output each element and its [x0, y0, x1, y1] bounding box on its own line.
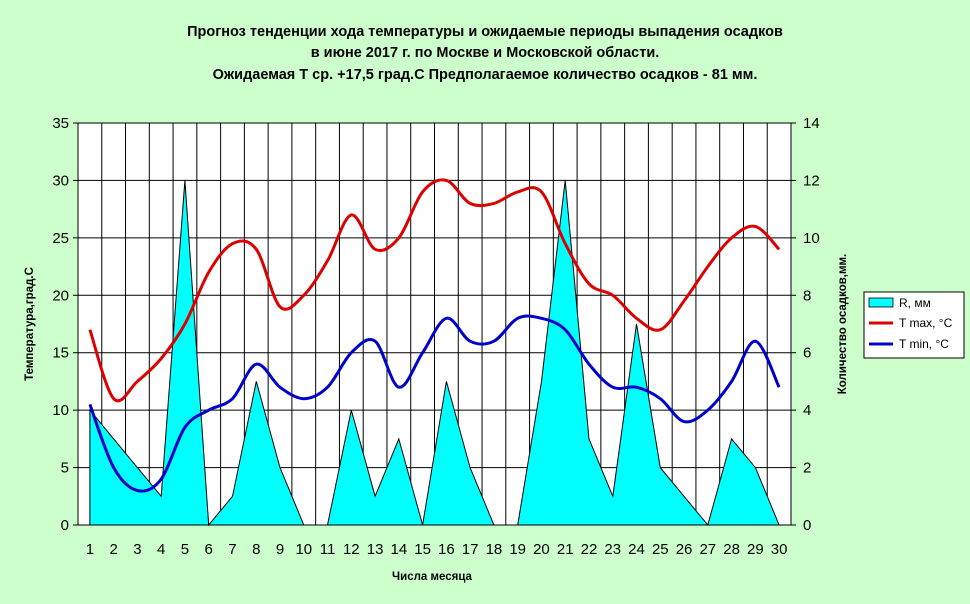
y-right-tick-label: 0: [803, 517, 811, 534]
legend-label-r: R, мм: [899, 296, 931, 310]
y-right-tick-label: 8: [803, 287, 811, 304]
x-tick-label: 27: [699, 541, 716, 558]
x-tick-label: 28: [723, 541, 740, 558]
x-tick-label: 14: [391, 541, 408, 558]
y-right-tick-label: 2: [803, 460, 811, 477]
y-right-tick-label: 12: [803, 172, 820, 189]
x-tick-label: 20: [533, 541, 550, 558]
x-tick-label: 26: [676, 541, 693, 558]
y-left-tick-label: 30: [52, 172, 69, 189]
x-tick-label: 21: [557, 541, 574, 558]
x-tick-label: 25: [652, 541, 669, 558]
x-tick-label: 23: [604, 541, 621, 558]
x-tick-label: 17: [462, 541, 479, 558]
x-tick-label: 7: [228, 541, 236, 558]
x-tick-label: 8: [252, 541, 260, 558]
x-tick-label: 10: [295, 541, 312, 558]
x-tick-label: 22: [581, 541, 598, 558]
plot-frame: [77, 122, 792, 526]
y-right-tick-label: 4: [803, 402, 811, 419]
precipitation-area-layer: [89, 180, 780, 527]
x-tick-label: 2: [109, 541, 117, 558]
chart-title-line-3: Ожидаемая Т ср. +17,5 град.С Предполагае…: [213, 67, 758, 83]
temperature-lines-layer: [88, 178, 781, 493]
x-tick-label: 3: [133, 541, 141, 558]
y-left-tick-label: 0: [61, 517, 69, 534]
x-tick-label: 16: [438, 541, 455, 558]
chart-title-line-2: в июне 2017 г. по Москве и Московской об…: [311, 45, 660, 61]
legend-label-tmin: T min, °C: [899, 337, 949, 351]
x-tick-label: 4: [157, 541, 165, 558]
x-tick-label: 5: [181, 541, 189, 558]
y-right-tick-label: 14: [803, 115, 820, 132]
y-axis-right-label: Количество осадков,мм.: [837, 254, 849, 394]
x-tick-label: 29: [747, 541, 764, 558]
x-tick-label: 6: [205, 541, 213, 558]
legend-label-tmax: T max, °C: [899, 316, 953, 330]
y-right-tick-label: 10: [803, 230, 820, 247]
x-tick-label: 15: [414, 541, 431, 558]
x-tick-label: 12: [343, 541, 360, 558]
y-left-tick-label: 35: [52, 115, 69, 132]
x-tick-label: 18: [486, 541, 503, 558]
y-left-tick-label: 25: [52, 230, 69, 247]
legend: R, мм T max, °C T min, °C: [863, 291, 965, 359]
x-tick-label: 19: [509, 541, 526, 558]
tmax-line: [88, 178, 781, 403]
x-tick-label: 11: [320, 541, 336, 558]
y-left-tick-label: 5: [61, 460, 69, 477]
y-right-tick-label: 6: [803, 345, 811, 362]
chart-title-line-1: Прогноз тенденции хода температуры и ожи…: [187, 24, 783, 40]
x-tick-label: 30: [771, 541, 788, 558]
legend-swatch-r: [868, 297, 894, 308]
x-axis-label: Числа месяца: [392, 571, 473, 583]
y-left-tick-label: 20: [52, 287, 69, 304]
x-tick-label: 24: [628, 541, 645, 558]
x-tick-label: 9: [276, 541, 284, 558]
y-axis-left-label: Температура,град.С: [24, 267, 36, 381]
tmin-line: [88, 314, 781, 493]
precipitation-area-segment: [89, 180, 305, 527]
y-left-tick-label: 15: [52, 345, 69, 362]
x-tick-label: 1: [86, 541, 94, 558]
x-tick-label: 13: [367, 541, 384, 558]
precipitation-area-segment: [517, 180, 780, 527]
y-left-tick-label: 10: [52, 402, 69, 419]
